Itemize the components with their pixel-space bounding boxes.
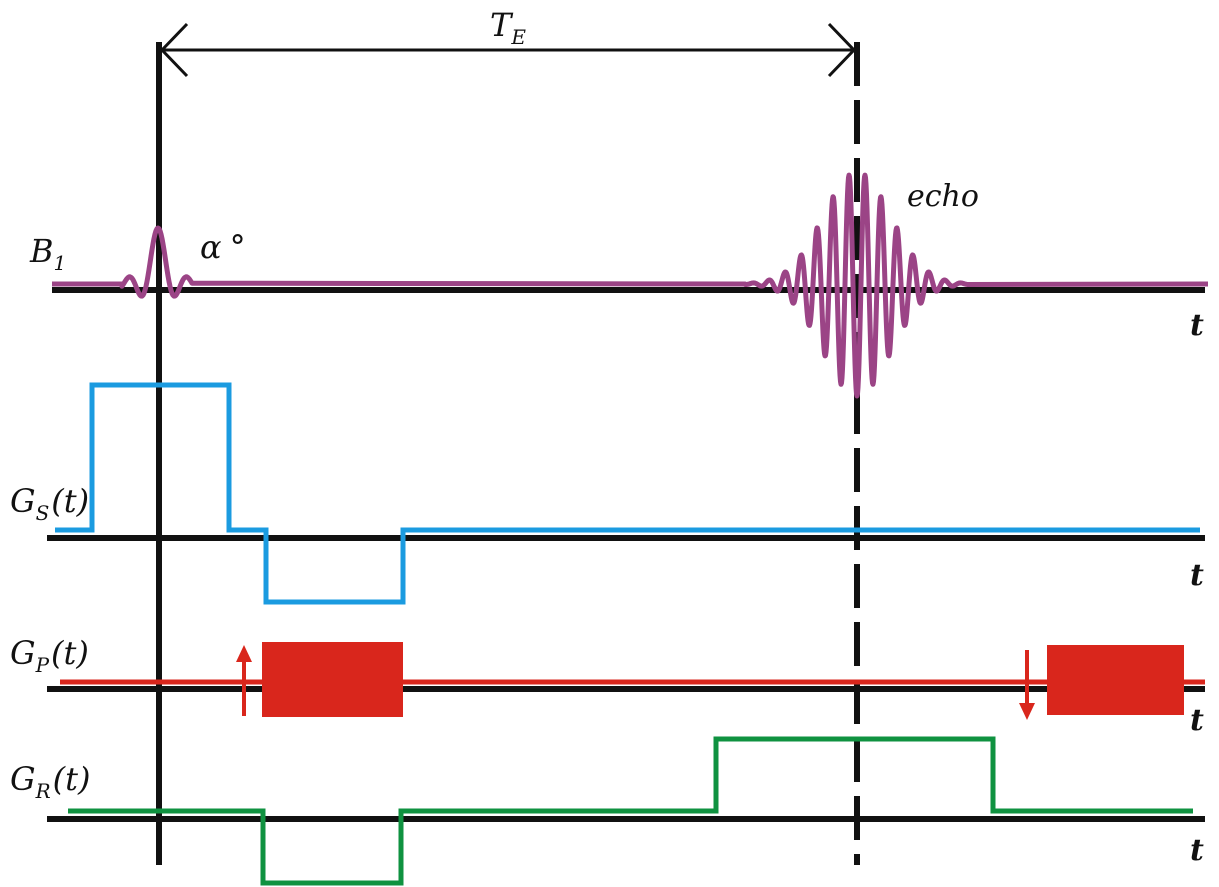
gr-t-label: t	[1190, 833, 1204, 868]
gs-label: GS(t)	[10, 482, 89, 525]
gr-label: GR(t)	[10, 760, 90, 803]
gs-sub: S	[36, 501, 50, 525]
b1-main: B	[29, 232, 54, 270]
te-arrowhead-left	[159, 22, 189, 78]
slice-gradient-waveform	[55, 382, 1200, 605]
gp-sub: P	[35, 653, 50, 677]
gp-main: G	[10, 634, 36, 672]
te-label: TE	[490, 6, 526, 49]
te-arrowhead-right	[827, 22, 857, 78]
gp-arg: (t)	[51, 634, 89, 672]
phase-encode-block-1	[262, 642, 403, 717]
b1-label: B1	[29, 232, 66, 275]
arrow-up-icon	[236, 645, 252, 716]
te-sub: E	[510, 25, 526, 49]
alpha-label: α °	[200, 228, 246, 266]
gp-label: GP(t)	[10, 634, 89, 677]
alpha-degree: °	[230, 228, 246, 266]
gr-main: G	[10, 760, 36, 798]
gs-t-label: t	[1190, 558, 1204, 593]
rf-waveform	[52, 172, 1209, 399]
gp-t-label: t	[1190, 703, 1204, 738]
phase-rewind-block-2	[1047, 645, 1184, 715]
gr-arg: (t)	[53, 760, 91, 798]
b1-sub: 1	[54, 251, 67, 275]
gs-arg: (t)	[51, 482, 89, 520]
gs-main: G	[10, 482, 36, 520]
te-main: T	[490, 6, 514, 44]
alpha-symbol: α	[200, 228, 222, 266]
echo-label: echo	[907, 179, 979, 214]
b1-t-label: t	[1190, 308, 1204, 343]
readout-gradient-waveform	[68, 736, 1193, 886]
arrow-down-icon	[1019, 650, 1035, 720]
gr-sub: R	[35, 779, 51, 803]
